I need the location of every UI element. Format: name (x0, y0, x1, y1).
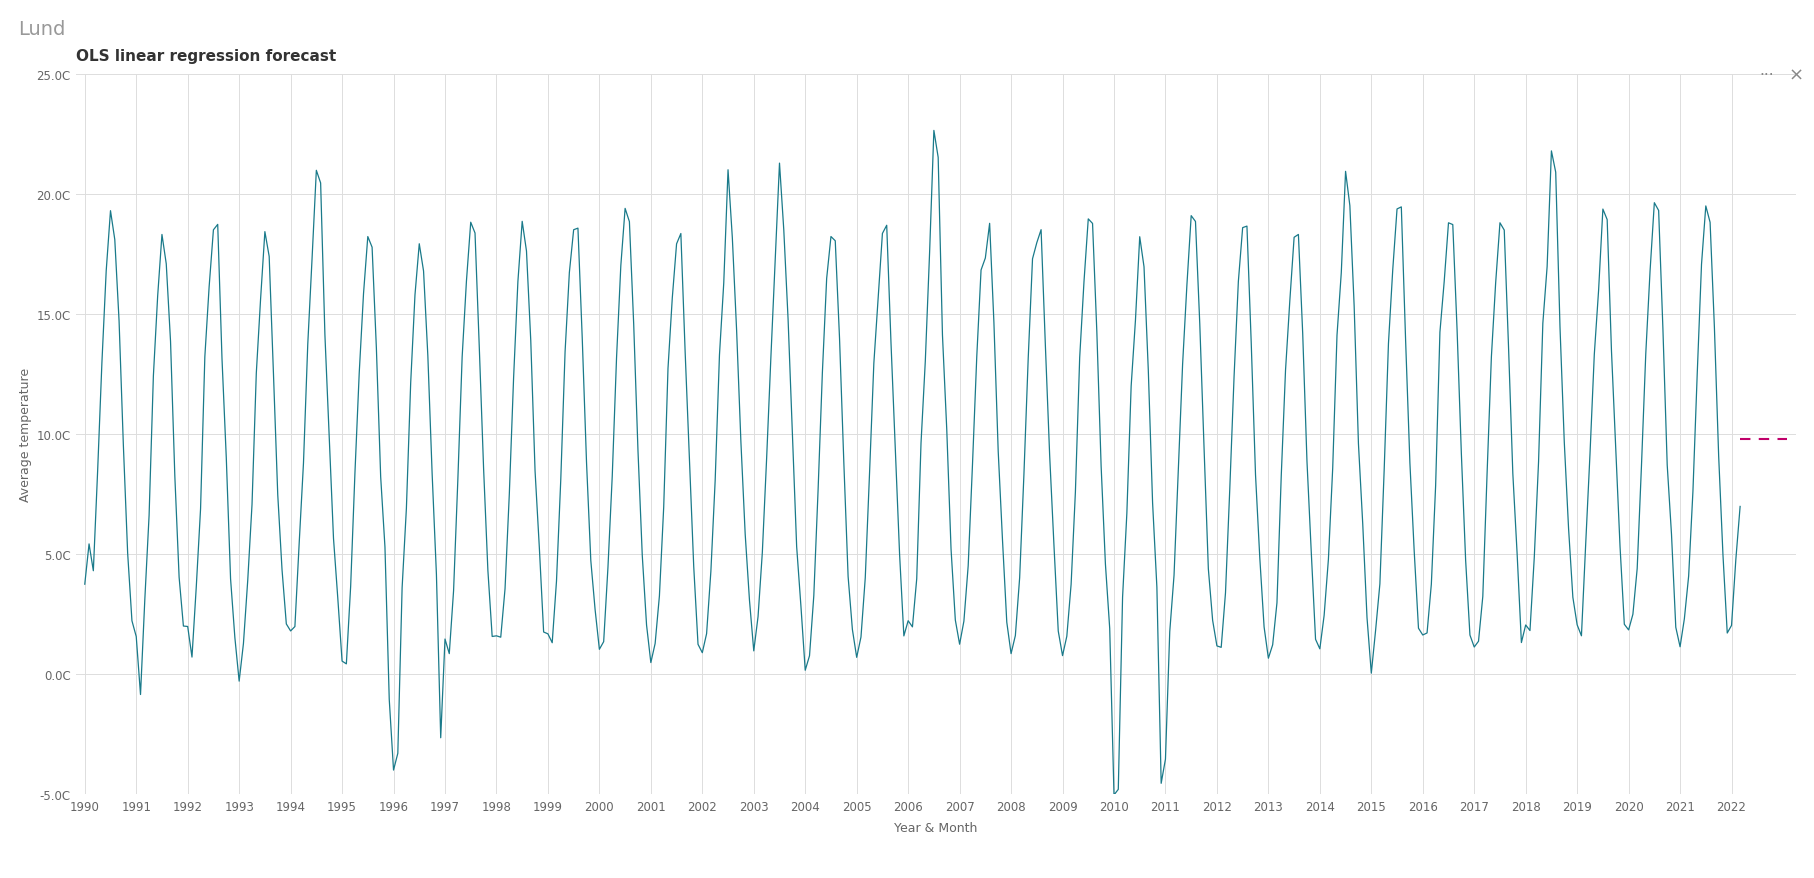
X-axis label: Year & Month: Year & Month (894, 822, 978, 834)
Text: OLS linear regression forecast: OLS linear regression forecast (76, 49, 336, 64)
Text: ×: × (1789, 67, 1803, 84)
Y-axis label: Average temperature: Average temperature (20, 368, 33, 501)
Text: Lund: Lund (18, 20, 65, 40)
Text: ···: ··· (1760, 68, 1774, 83)
